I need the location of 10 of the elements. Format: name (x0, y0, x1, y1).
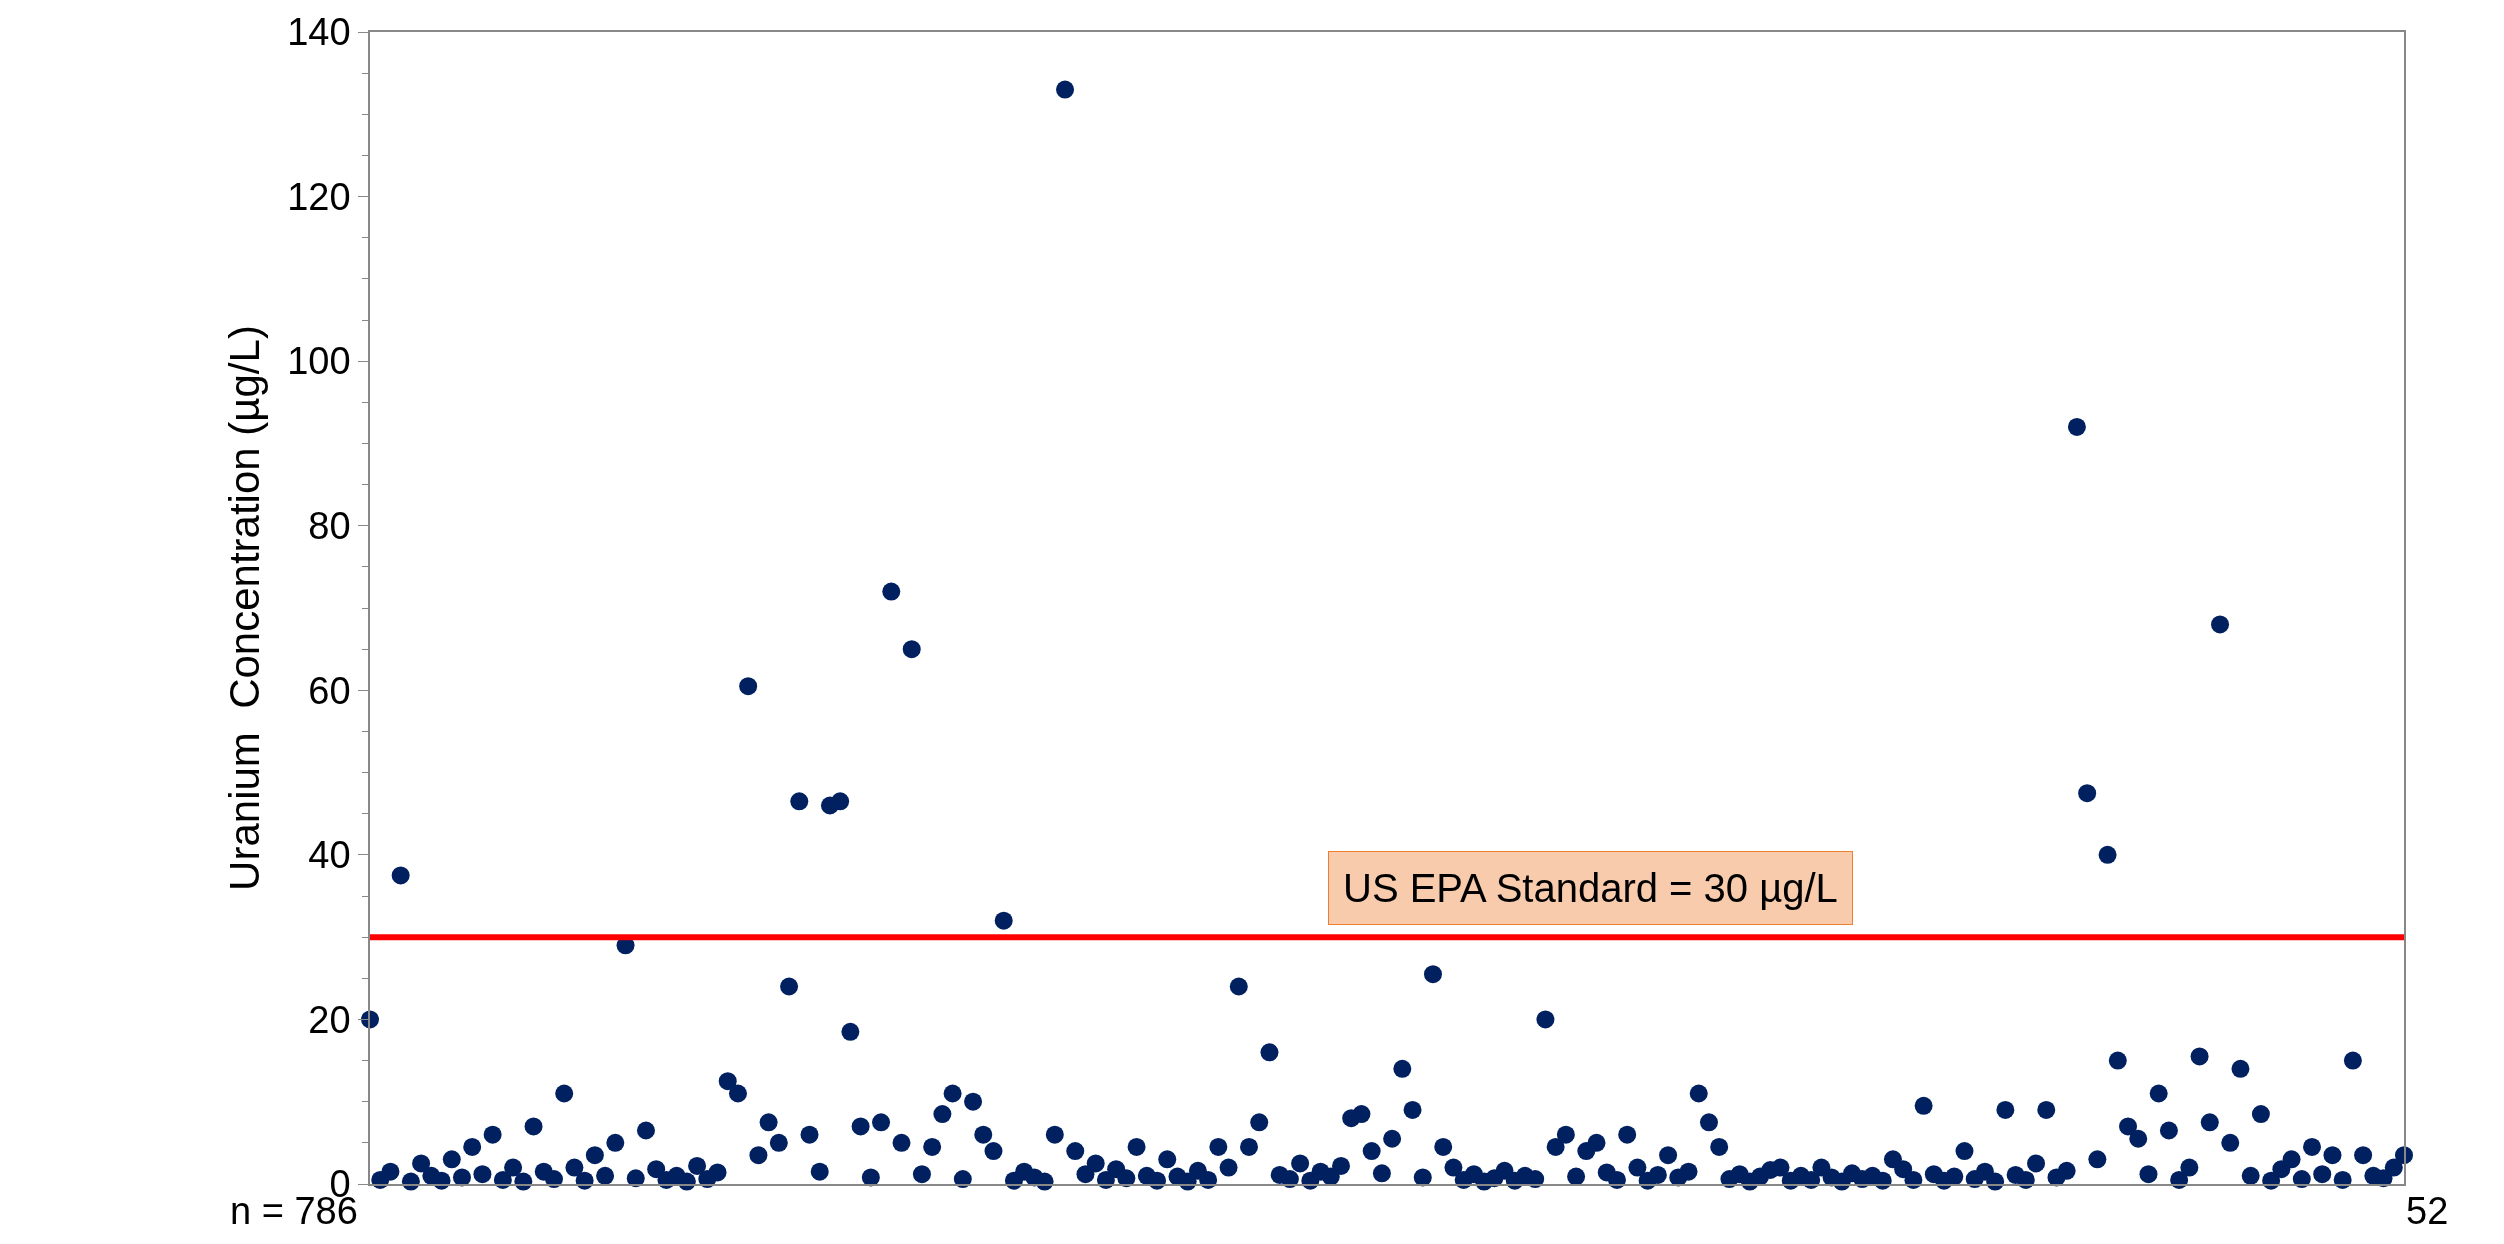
y-tick-label: 120 (287, 175, 351, 218)
y-tick-label: 40 (308, 834, 351, 877)
y-axis-title: Uranium Concentration (µg/L) (220, 325, 268, 891)
y-tick-label: 140 (287, 11, 351, 54)
ref-line-label: US EPA Standard = 30 µg/L (1343, 866, 1838, 910)
y-tick-label: 20 (308, 998, 351, 1041)
y-tick-label: 100 (287, 340, 351, 383)
y-tick-label: 80 (308, 505, 351, 548)
y-tick-label: 60 (308, 669, 351, 712)
text: 52 (2406, 1190, 2449, 1232)
